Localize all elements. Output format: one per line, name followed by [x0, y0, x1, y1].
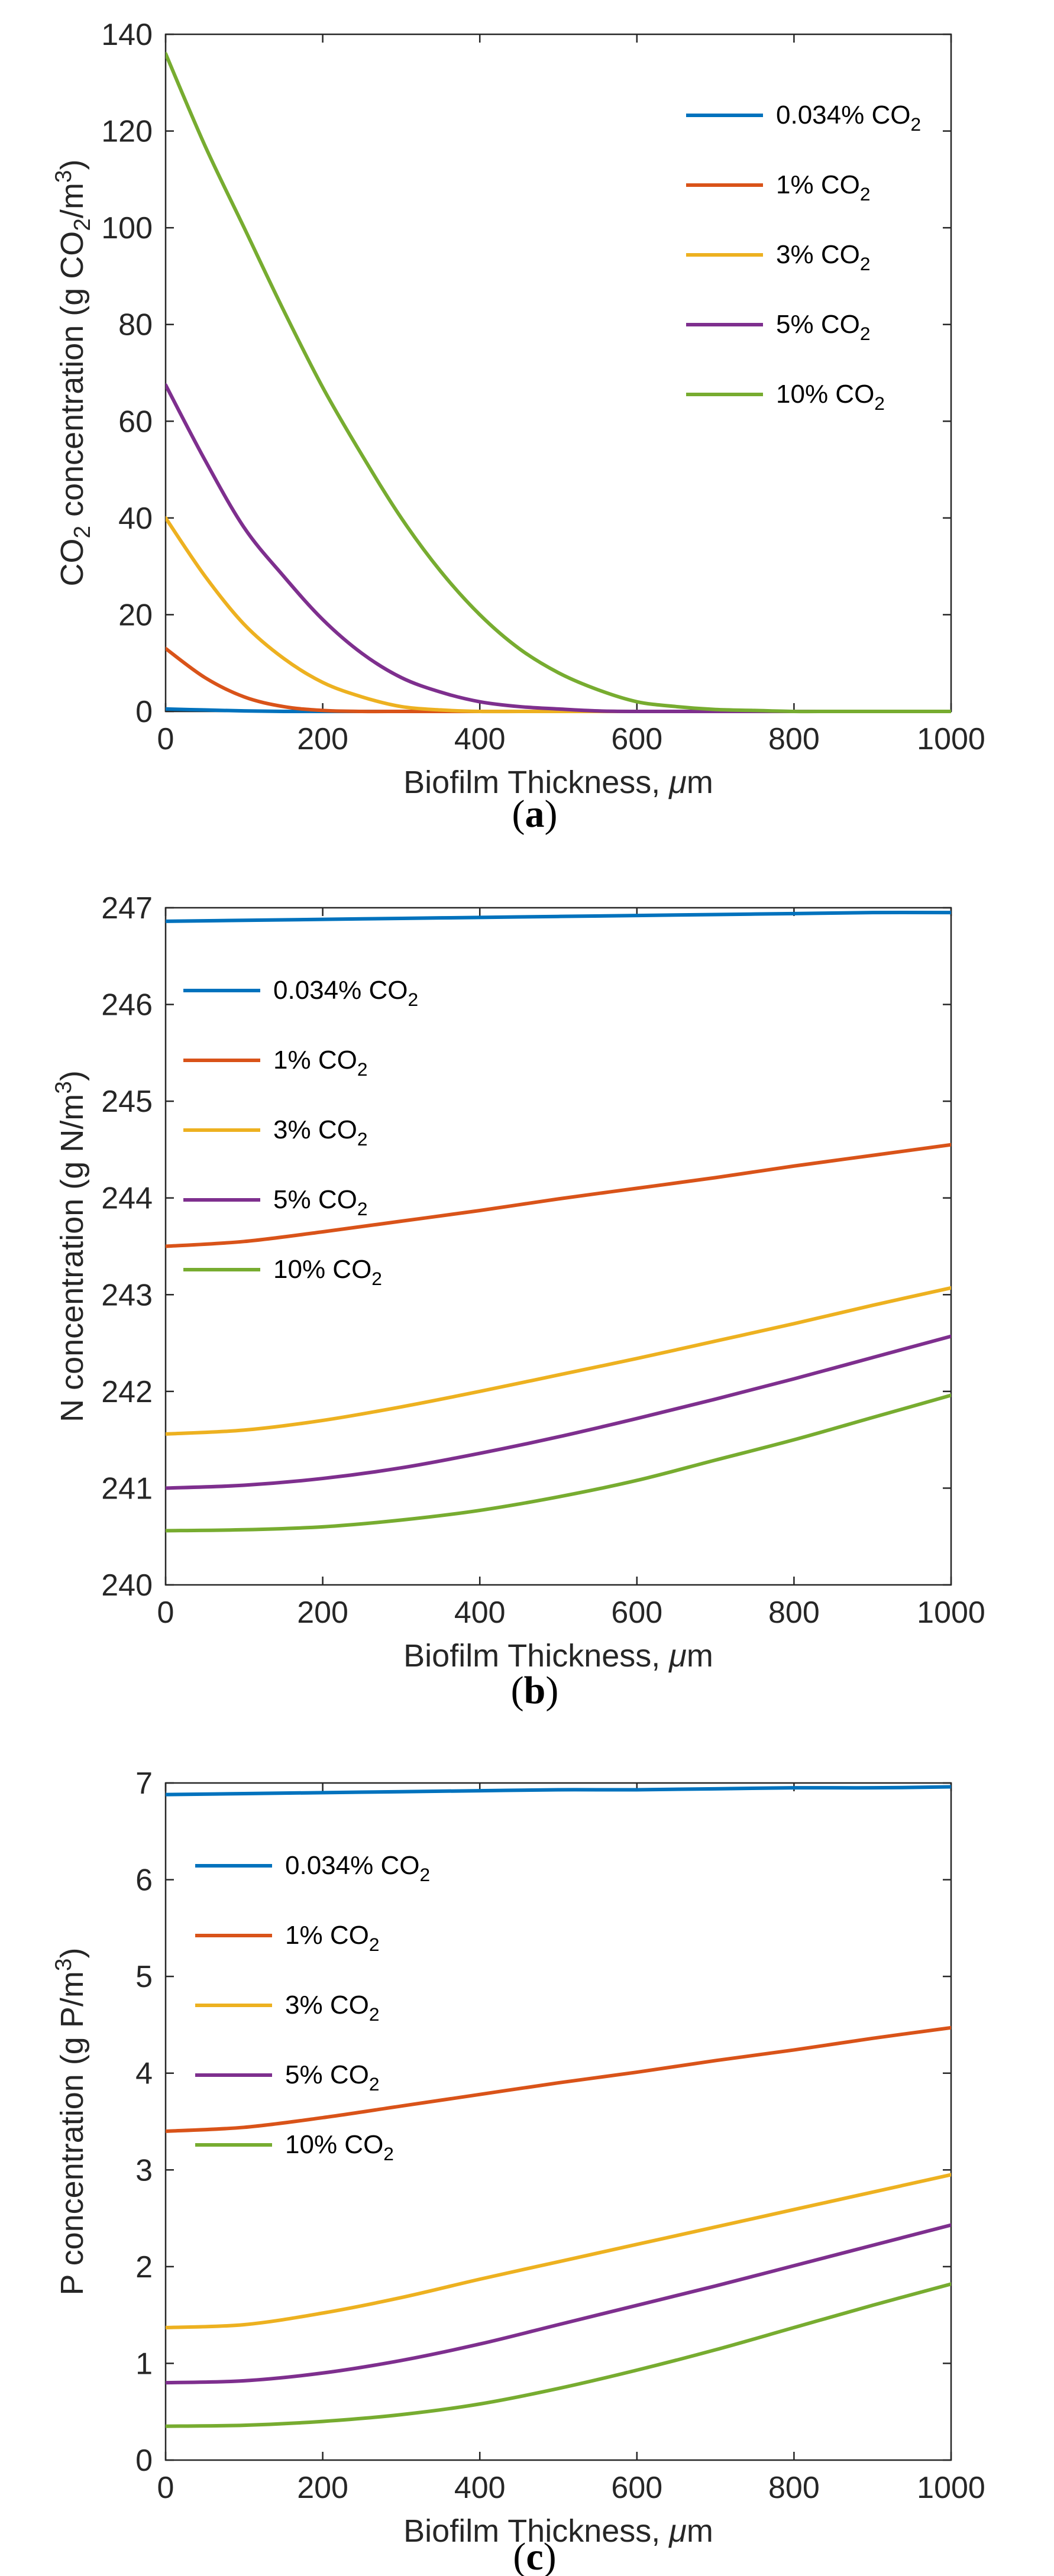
- y-tick-label: 20: [118, 598, 153, 632]
- legend: 0.034% CO2 1% CO2 3% CO2 5% CO2 10% CO2: [183, 976, 418, 1289]
- y-tick-label: 100: [101, 211, 153, 245]
- x-tick-label: 600: [611, 722, 662, 756]
- x-tick-label: 0: [157, 722, 174, 756]
- series-line-1-pct: [166, 2025, 951, 2133]
- series-line-10-pct: [166, 2282, 951, 2428]
- x-tick-label: 200: [297, 1596, 348, 1630]
- x-tick-label: 400: [454, 722, 506, 756]
- x-tick-label: 200: [297, 722, 348, 756]
- y-tick-label: 246: [101, 988, 153, 1022]
- y-tick-label: 0: [135, 2444, 153, 2478]
- legend-entry: 3% CO2: [776, 240, 870, 274]
- x-tick-label: 600: [611, 1596, 662, 1630]
- x-axis-label: Biofilm Thickness, μm: [403, 2513, 713, 2549]
- panel-caption: (c): [513, 2535, 556, 2576]
- y-tick-label: 1: [135, 2347, 153, 2381]
- legend-entry: 5% CO2: [285, 2060, 379, 2095]
- y-tick-label: 2: [135, 2250, 153, 2284]
- y-tick-label: 40: [118, 501, 153, 536]
- x-tick-label: 1000: [917, 722, 985, 756]
- series-line-5-pct: [166, 1334, 951, 1490]
- series-line-10-pct: [166, 1393, 951, 1533]
- legend-entry: 0.034% CO2: [776, 101, 921, 135]
- legend-entry: 10% CO2: [776, 380, 885, 414]
- chart-panel-c: 0 200 400 600 800 1000 0 1 2 3 4 5 6 7 Biofilm Thickne…: [51, 1766, 985, 2576]
- y-axis-label: P concentration (g P/m3): [51, 1948, 90, 2296]
- panel-caption: (a): [512, 792, 558, 836]
- y-tick-label: 244: [101, 1182, 153, 1216]
- y-tick-label: 120: [101, 115, 153, 149]
- y-axis-label: N concentration (g N/m3): [51, 1070, 90, 1422]
- plot-area-frame: [164, 1782, 952, 2461]
- legend-entry: 5% CO2: [273, 1185, 367, 1219]
- x-tick-label: 400: [454, 2471, 506, 2505]
- x-axis-label: Biofilm Thickness, μm: [403, 1638, 713, 1674]
- legend-entry: 1% CO2: [285, 1921, 379, 1955]
- y-tick-label: 7: [135, 1766, 153, 1801]
- y-axis-label: CO2 concentration (g CO2/m3): [51, 159, 95, 586]
- legend: 0.034% CO2 1% CO2 3% CO2 5% CO2 10% CO2: [686, 101, 921, 414]
- x-tick-label: 800: [768, 722, 820, 756]
- y-tick-label: 60: [118, 404, 153, 439]
- y-tick-label: 241: [101, 1471, 153, 1506]
- legend: 0.034% CO2 1% CO2 3% CO2 5% CO2 10% CO2: [195, 1851, 430, 2164]
- legend-entry: 3% CO2: [285, 1991, 379, 2025]
- x-tick-label: 0: [157, 2471, 174, 2505]
- legend-entry: 10% CO2: [273, 1255, 382, 1289]
- legend-entry: 10% CO2: [285, 2130, 394, 2164]
- legend-entry: 3% CO2: [273, 1115, 367, 1150]
- y-tick-label: 240: [101, 1568, 153, 1603]
- y-tick-label: 80: [118, 308, 153, 342]
- y-tick-label: 242: [101, 1375, 153, 1409]
- legend-entry: 0.034% CO2: [285, 1851, 430, 1885]
- x-tick-label: 800: [768, 1596, 820, 1630]
- y-tick-label: 4: [135, 2057, 153, 2091]
- x-axis-label: Biofilm Thickness, μm: [403, 765, 713, 800]
- chart-panel-a: 0 200 400 600 800 1000 0 20 40 60 80 100 120 140 Biofi…: [51, 18, 985, 836]
- x-tick-label: 800: [768, 2471, 820, 2505]
- x-tick-label: 0: [157, 1596, 174, 1630]
- y-tick-label: 140: [101, 18, 153, 52]
- legend-entry: 1% CO2: [273, 1046, 367, 1080]
- legend-entry: 1% CO2: [776, 170, 870, 205]
- series-line-0034-pct: [166, 911, 951, 923]
- y-tick-label: 243: [101, 1278, 153, 1312]
- y-tick-label: 5: [135, 1960, 153, 1994]
- x-tick-label: 400: [454, 1596, 506, 1630]
- x-tick-label: 1000: [917, 1596, 985, 1630]
- series-line-3-pct: [166, 2173, 951, 2329]
- series-line-5-pct: [166, 2223, 951, 2385]
- x-tick-label: 200: [297, 2471, 348, 2505]
- y-tick-label: 245: [101, 1085, 153, 1119]
- series-line-3-pct: [166, 1286, 951, 1436]
- legend-entry: 5% CO2: [776, 310, 870, 344]
- panel-caption: (b): [511, 1669, 559, 1712]
- chart-panel-b: 0 200 400 600 800 1000 240 241 242 243 244 245 246 24…: [51, 891, 985, 1712]
- series-line-0034-pct: [166, 1785, 951, 1797]
- series-line-10-pct: [166, 51, 951, 714]
- x-tick-label: 1000: [917, 2471, 985, 2505]
- y-tick-label: 0: [135, 695, 153, 729]
- legend-entry: 0.034% CO2: [273, 976, 418, 1010]
- y-tick-label: 3: [135, 2153, 153, 2187]
- y-tick-label: 6: [135, 1863, 153, 1898]
- y-tick-label: 247: [101, 891, 153, 925]
- series-line-1-pct: [166, 1143, 951, 1248]
- x-tick-label: 600: [611, 2471, 662, 2505]
